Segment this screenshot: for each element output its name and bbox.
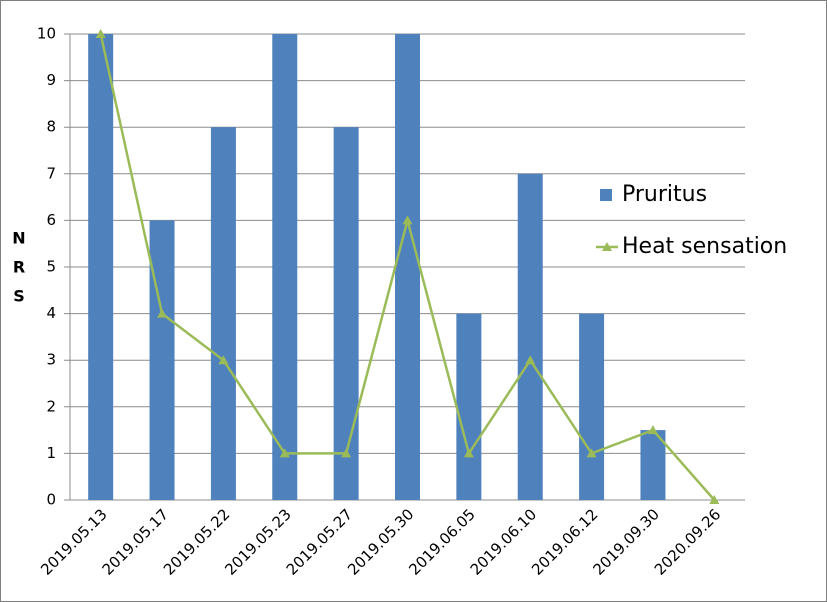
bar (333, 127, 359, 500)
y-tick-label: 8 (46, 118, 56, 136)
y-tick-label: 10 (37, 25, 56, 43)
y-tick-label: 6 (46, 211, 56, 229)
y-tick-label: 2 (46, 397, 56, 415)
point (647, 425, 658, 435)
point (95, 29, 106, 38)
y-tick-label: 9 (46, 71, 56, 89)
point (279, 448, 290, 458)
legend-swatch (600, 189, 612, 201)
bar (456, 313, 482, 500)
point (402, 215, 413, 225)
point (709, 495, 720, 504)
y-tick-label: 7 (46, 164, 56, 182)
y-tick-label: 3 (46, 351, 56, 369)
bar (640, 430, 666, 500)
bar (149, 220, 175, 500)
y-axis-label: NRS (10, 229, 29, 316)
legend-marker (602, 242, 612, 251)
bar (579, 313, 605, 500)
point (525, 355, 536, 365)
bar (210, 127, 236, 500)
bar (272, 34, 298, 500)
point (341, 448, 352, 458)
legend-label: Pruritus (622, 182, 707, 207)
y-tick-label: 1 (46, 444, 56, 462)
bar (395, 34, 420, 500)
bar (517, 173, 543, 501)
point (586, 448, 597, 458)
bar (88, 34, 114, 500)
point (157, 308, 168, 318)
y-tick-label: 0 (46, 491, 56, 509)
y-tick-label: 5 (46, 258, 56, 276)
legend-label: Heat sensation (622, 234, 787, 259)
point (463, 448, 474, 458)
y-tick-label: 4 (46, 304, 56, 322)
point (218, 355, 229, 365)
